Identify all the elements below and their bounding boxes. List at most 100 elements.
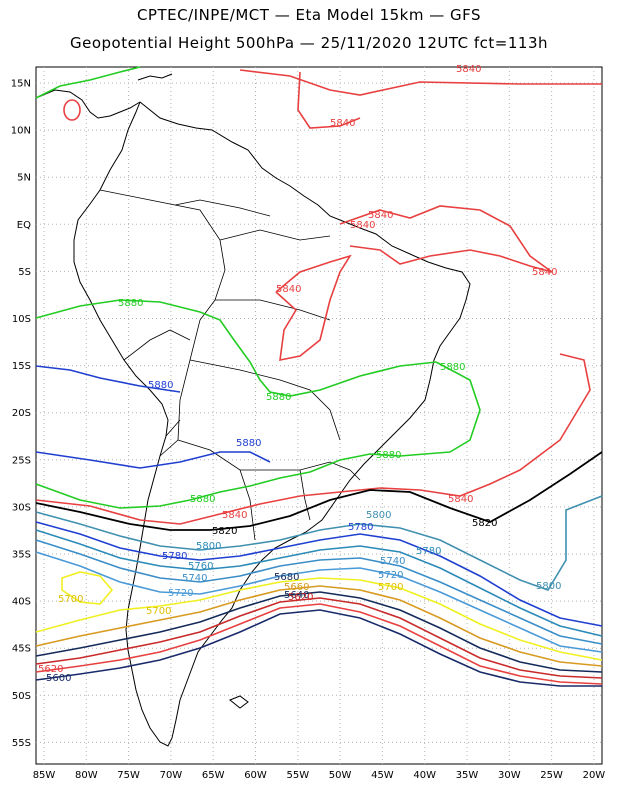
label-5740: 5740 xyxy=(182,573,207,584)
lat-label: 15N xyxy=(11,79,31,90)
lon-label: 20W xyxy=(583,770,606,781)
lon-label: 25W xyxy=(540,770,563,781)
map-frame xyxy=(35,66,603,765)
label-5840: 5840 xyxy=(350,220,375,231)
contour-5880-south-arc xyxy=(35,365,181,393)
contour-5640 xyxy=(35,597,603,679)
contour-5840-north xyxy=(239,69,602,96)
contour-5880-mid xyxy=(35,299,437,397)
label-5700: 5700 xyxy=(146,606,171,617)
contour-5840-loop-nw xyxy=(297,71,361,129)
south-america-coast xyxy=(73,101,471,747)
lat-label: 45S xyxy=(12,644,31,655)
country-borders xyxy=(99,189,361,541)
contour-5780 xyxy=(35,521,603,627)
cuba-outline xyxy=(137,73,173,81)
label-5800: 5800 xyxy=(366,510,391,521)
contour-5620 xyxy=(35,603,603,685)
lat-label: 30S xyxy=(12,502,31,513)
label-5800: 5800 xyxy=(196,541,221,552)
lon-label: 80W xyxy=(75,770,98,781)
contour-5880-high-bulge xyxy=(35,361,481,509)
lat-label: 55S xyxy=(12,738,31,749)
label-5640: 5640 xyxy=(284,590,309,601)
label-5880: 5880 xyxy=(266,392,291,403)
central-america-coast xyxy=(35,89,141,119)
label-5740: 5740 xyxy=(380,556,405,567)
lat-label: 40S xyxy=(12,597,31,608)
contour-5760 xyxy=(35,529,603,637)
label-5780: 5780 xyxy=(416,546,441,557)
contour-5680 xyxy=(35,585,603,667)
axis-labels: 15N 10N 5N EQ 5S 10S 15S 20S 25S 30S 35S 40S 45S 50S 5… xyxy=(11,79,606,782)
lat-label: 15S xyxy=(12,361,31,372)
label-5880: 5880 xyxy=(376,450,401,461)
lon-label: 35W xyxy=(456,770,479,781)
lat-label: 10S xyxy=(12,314,31,325)
title-line-1: CPTEC/INPE/MCT — Eta Model 15km — GFS xyxy=(136,6,482,24)
label-5780: 5780 xyxy=(348,522,373,533)
lat-label: 5S xyxy=(18,267,31,278)
lon-label: 40W xyxy=(413,770,436,781)
contour-5720 xyxy=(35,551,603,653)
lon-label: 30W xyxy=(498,770,521,781)
contour-5840-closed-small xyxy=(63,99,81,121)
contour-5820 xyxy=(35,451,603,531)
contour-labels: 5840 5840 5840 5840 5840 5840 5880 5880 … xyxy=(38,64,561,684)
lat-label: EQ xyxy=(17,220,31,231)
contour-lines xyxy=(35,66,603,687)
label-5780: 5780 xyxy=(162,551,187,562)
label-5660: 5660 xyxy=(284,582,309,593)
label-5800: 5800 xyxy=(536,581,561,592)
lat-label: 25S xyxy=(12,455,31,466)
label-5840: 5840 xyxy=(276,284,301,295)
label-5700: 5700 xyxy=(378,582,403,593)
contour-5600 xyxy=(35,609,602,687)
label-5840: 5840 xyxy=(330,118,355,129)
contour-5740 xyxy=(35,539,603,645)
contour-5840-east xyxy=(339,205,553,273)
label-5880: 5880 xyxy=(190,494,215,505)
lat-label: 5N xyxy=(17,173,31,184)
lat-label: 35S xyxy=(12,550,31,561)
label-5880: 5880 xyxy=(440,362,465,373)
label-5820: 5820 xyxy=(472,518,497,529)
label-5720: 5720 xyxy=(378,570,403,581)
lat-label: 10N xyxy=(11,126,31,137)
lat-label: 20S xyxy=(12,408,31,419)
label-5880: 5880 xyxy=(118,298,143,309)
label-5840: 5840 xyxy=(532,267,557,278)
contour-5840-amazon-loop xyxy=(275,254,352,362)
label-5620: 5620 xyxy=(38,664,63,675)
lon-label: 65W xyxy=(202,770,225,781)
contour-5840-south xyxy=(35,353,591,525)
title-line-2: Geopotential Height 500hPa — 25/11/2020 … xyxy=(69,34,549,52)
label-5700: 5700 xyxy=(58,594,83,605)
label-5880-blue: 5880 xyxy=(236,438,261,449)
label-5840: 5840 xyxy=(448,494,473,505)
lon-label: 85W xyxy=(33,770,56,781)
label-5840: 5840 xyxy=(456,64,481,75)
label-5820: 5820 xyxy=(212,526,237,537)
label-5620: 5620 xyxy=(288,592,313,603)
contour-5700 xyxy=(35,577,603,661)
label-5880-blue: 5880 xyxy=(148,380,173,391)
label-5680: 5680 xyxy=(274,572,299,583)
lon-label: 45W xyxy=(371,770,394,781)
lon-label: 55W xyxy=(286,770,309,781)
contour-5880-north xyxy=(35,66,141,99)
lon-label: 50W xyxy=(329,770,352,781)
lat-label: 50S xyxy=(12,691,31,702)
label-5600: 5600 xyxy=(46,673,71,684)
lon-label: 75W xyxy=(117,770,140,781)
contour-5800 xyxy=(35,495,603,591)
contour-5700-loop xyxy=(61,571,114,605)
lon-label: 60W xyxy=(244,770,267,781)
falkland-islands xyxy=(229,695,249,709)
contour-5660 xyxy=(35,591,603,673)
lon-label: 70W xyxy=(160,770,183,781)
contour-5860-blue xyxy=(35,451,271,469)
label-5840: 5840 xyxy=(368,210,393,221)
coastlines xyxy=(35,73,471,747)
